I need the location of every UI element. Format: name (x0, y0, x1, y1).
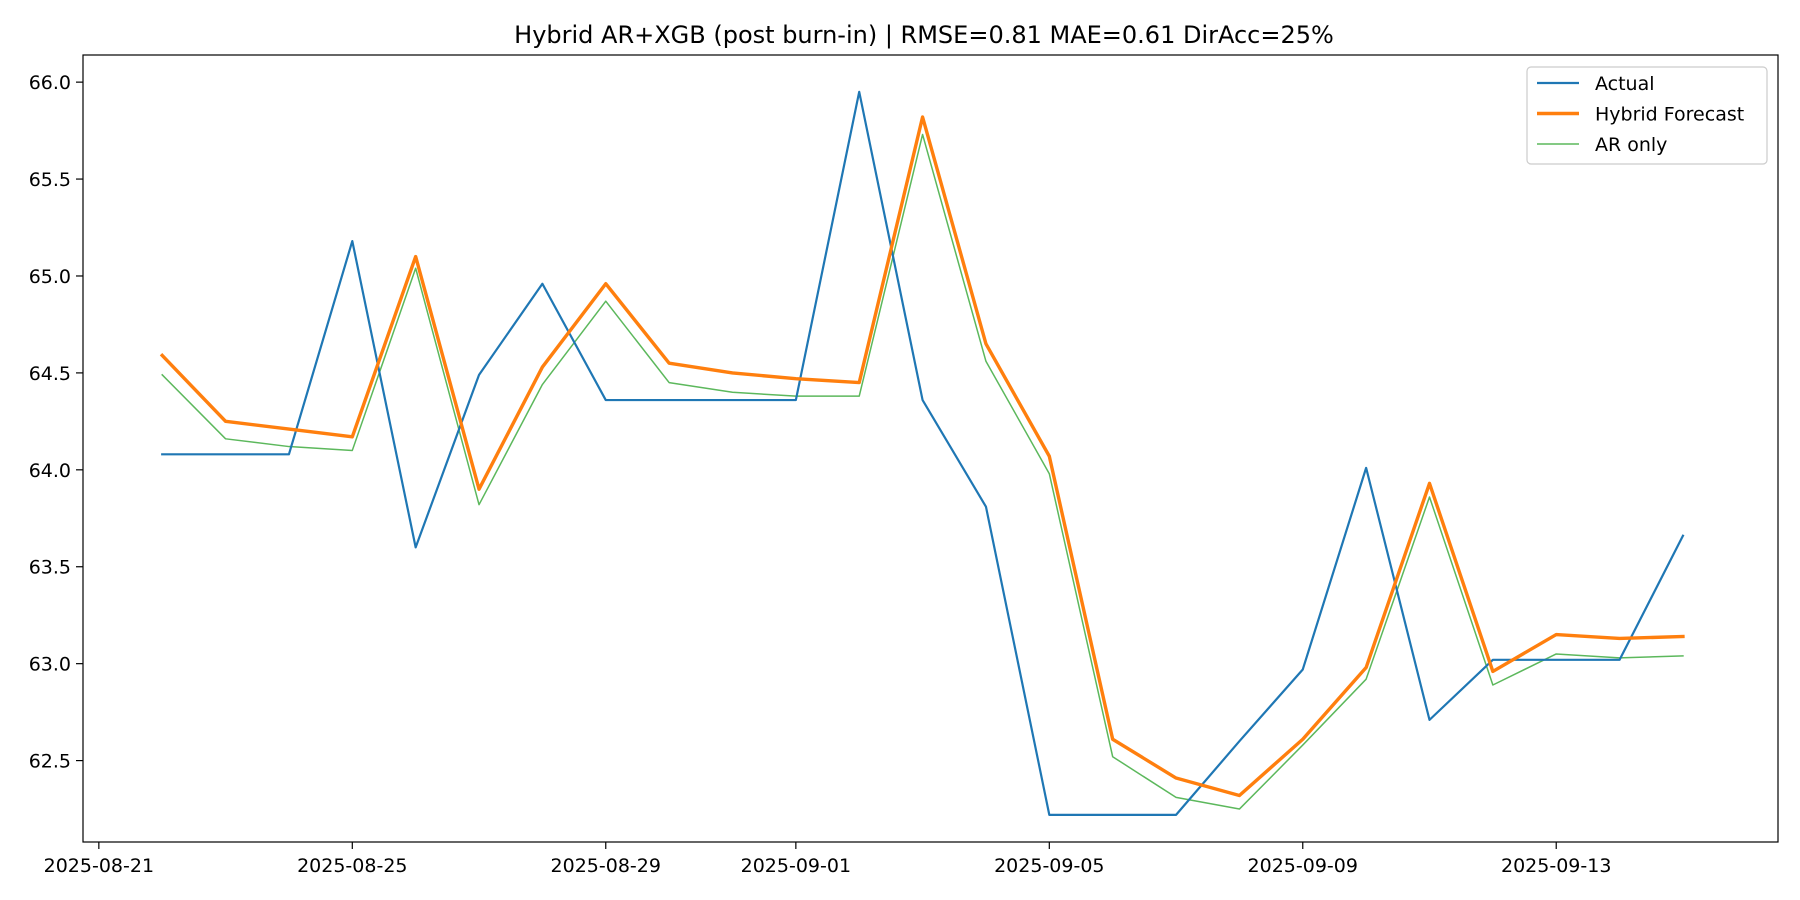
x-tick-label: 2025-08-25 (297, 855, 407, 877)
plot-area (159, 90, 1685, 816)
x-tick-label: 2025-09-05 (994, 855, 1104, 877)
plot-frame (82, 54, 1779, 843)
x-tick-label: 2025-09-01 (741, 855, 851, 877)
y-tick-label: 63.5 (29, 557, 71, 579)
y-tick-label: 64.5 (29, 363, 71, 385)
x-tick-label: 2025-08-21 (44, 855, 154, 877)
axes: 2025-08-21 2025-08-25 2025-08-29 2025-09-01… (29, 72, 1612, 877)
legend-label-ar-only: AR only (1595, 134, 1667, 156)
legend-label-hybrid-forecast: Hybrid Forecast (1595, 104, 1744, 126)
legend-label-actual: Actual (1595, 73, 1655, 95)
legend: Actual Hybrid Forecast AR only (1526, 66, 1768, 165)
series-line-ar-only (161, 133, 1684, 810)
x-tick-label: 2025-09-09 (1248, 855, 1358, 877)
y-tick-label: 66.0 (29, 72, 71, 94)
y-tick-label: 65.0 (29, 266, 71, 288)
y-tick-label: 65.5 (29, 169, 71, 191)
y-tick-label: 64.0 (29, 460, 71, 482)
y-tick-label: 62.5 (29, 751, 71, 773)
x-tick-label: 2025-09-13 (1501, 855, 1611, 877)
legend-box (1526, 66, 1768, 165)
series-line-actual (161, 90, 1685, 816)
chart-title: Hybrid AR+XGB (post burn-in) | RMSE=0.81… (514, 21, 1334, 49)
y-tick-label: 63.0 (29, 654, 71, 676)
x-tick-label: 2025-08-29 (551, 855, 661, 877)
series-line-hybrid-forecast (159, 115, 1685, 798)
